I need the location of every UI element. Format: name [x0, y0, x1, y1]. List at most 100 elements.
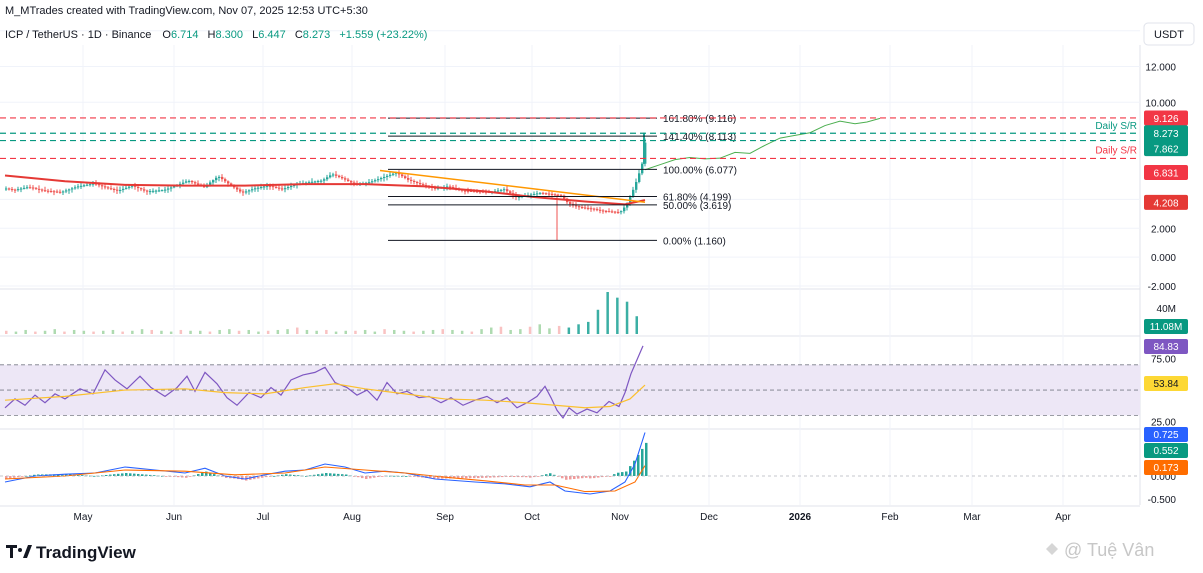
- candle-body: [380, 178, 383, 180]
- candle-body: [608, 211, 611, 213]
- macd-histogram-bar: [541, 475, 544, 476]
- macd-histogram-bar: [513, 476, 516, 478]
- volume-bar: [499, 326, 503, 334]
- macd-histogram-bar: [141, 474, 144, 476]
- macd-histogram-bar: [577, 476, 580, 479]
- macd-tag: 0.173: [1153, 463, 1178, 474]
- candle-body: [386, 175, 389, 177]
- volume-bar: [363, 329, 367, 334]
- rsi-ma-tag-bg: [1144, 376, 1188, 391]
- macd-histogram-bar: [481, 476, 484, 478]
- volume-bar: [431, 329, 435, 334]
- volume-tag-bg: [1144, 319, 1188, 334]
- macd-histogram-bar: [417, 476, 420, 478]
- volume-bar: [5, 330, 8, 334]
- candle-body: [596, 209, 599, 211]
- candle-body: [212, 180, 215, 183]
- time-axis-label: Jul: [257, 512, 270, 523]
- macd-histogram-bar: [13, 476, 16, 478]
- macd-histogram-bar: [597, 476, 600, 478]
- macd-histogram-bar: [21, 476, 24, 477]
- credit-text: M_MTrades created with TradingView.com, …: [5, 5, 368, 17]
- volume-bar: [34, 331, 37, 334]
- candle-body: [92, 183, 95, 185]
- candle-body: [401, 174, 404, 177]
- candle-body: [575, 205, 578, 207]
- candle-body: [191, 180, 194, 183]
- candle-body: [137, 186, 140, 189]
- tv-logo-text: TradingView: [36, 543, 137, 562]
- volume-bar: [189, 330, 192, 334]
- price-tick-label: 0.000: [1151, 253, 1176, 264]
- candle-body: [389, 174, 392, 176]
- rsi-tag-bg: [1144, 339, 1188, 354]
- macd-tag: 0.552: [1153, 446, 1178, 457]
- macd-tag-bg: [1144, 460, 1188, 475]
- macd-histogram-bar: [145, 474, 148, 476]
- macd-histogram-bar: [621, 472, 624, 476]
- candle-body: [29, 187, 32, 189]
- macd-histogram-bar: [501, 476, 504, 478]
- candle-body: [68, 189, 71, 191]
- candle-body: [5, 188, 8, 190]
- volume-bar: [548, 328, 551, 334]
- macd-histogram-bar: [121, 473, 124, 476]
- macd-histogram-bar: [593, 476, 596, 479]
- volume-bar: [199, 330, 202, 334]
- candle-body: [290, 185, 293, 188]
- macd-histogram-bar: [433, 476, 436, 479]
- time-axis-label: Aug: [343, 512, 361, 523]
- candle-body: [179, 183, 182, 186]
- candle-body: [392, 173, 395, 175]
- macd-histogram-bar: [113, 474, 116, 476]
- candle-body: [350, 181, 353, 183]
- macd-histogram-bar: [613, 474, 616, 476]
- candle-body: [587, 207, 590, 209]
- macd-histogram-bar: [533, 476, 536, 478]
- macd-histogram-bar: [437, 476, 440, 479]
- candle-body: [65, 190, 68, 192]
- currency-button[interactable]: USDT: [1143, 22, 1195, 46]
- candle-body: [11, 189, 14, 191]
- macd-histogram-bar: [497, 476, 500, 478]
- macd-histogram-bar: [641, 448, 644, 476]
- time-axis-label: Oct: [524, 512, 540, 523]
- candle-body: [251, 189, 254, 191]
- macd-histogram-bar: [177, 476, 180, 478]
- tradingview-logo[interactable]: TradingView: [6, 543, 137, 562]
- candle-body: [326, 177, 329, 180]
- close-label: C: [295, 29, 303, 41]
- macd-histogram-bar: [133, 473, 136, 476]
- macd-tick: -0.500: [1148, 495, 1177, 506]
- candle-body: [89, 184, 92, 186]
- candle-body: [80, 185, 83, 187]
- candle-body: [509, 191, 512, 194]
- candle-body: [23, 187, 26, 189]
- macd-histogram-bar: [93, 475, 96, 477]
- macd-histogram-bar: [77, 474, 80, 476]
- candle-body: [140, 188, 143, 190]
- candle-body: [53, 191, 56, 193]
- candle-body: [125, 187, 128, 189]
- macd-histogram-bar: [273, 475, 276, 477]
- candle-body: [632, 189, 635, 198]
- macd-histogram-bar: [581, 476, 584, 479]
- candle-body: [8, 188, 11, 190]
- tag-ma: 4.208: [1153, 198, 1178, 209]
- time-axis-label: Dec: [700, 512, 718, 523]
- volume-bar: [276, 329, 280, 334]
- macd-histogram-bar: [521, 476, 524, 478]
- candle-body: [134, 185, 137, 187]
- moving-average-line: [4, 174, 646, 206]
- candle-body: [413, 180, 416, 183]
- candle-body: [155, 190, 158, 192]
- macd-histogram-bar: [625, 471, 628, 476]
- candle-body: [581, 207, 584, 209]
- high-value: 8.300: [216, 29, 244, 41]
- signal-line: [4, 465, 646, 493]
- volume-bar: [92, 331, 95, 334]
- candle-body: [131, 185, 134, 187]
- low-label: L: [252, 29, 258, 41]
- candle-body: [332, 174, 335, 176]
- macd-histogram-bar: [225, 476, 228, 478]
